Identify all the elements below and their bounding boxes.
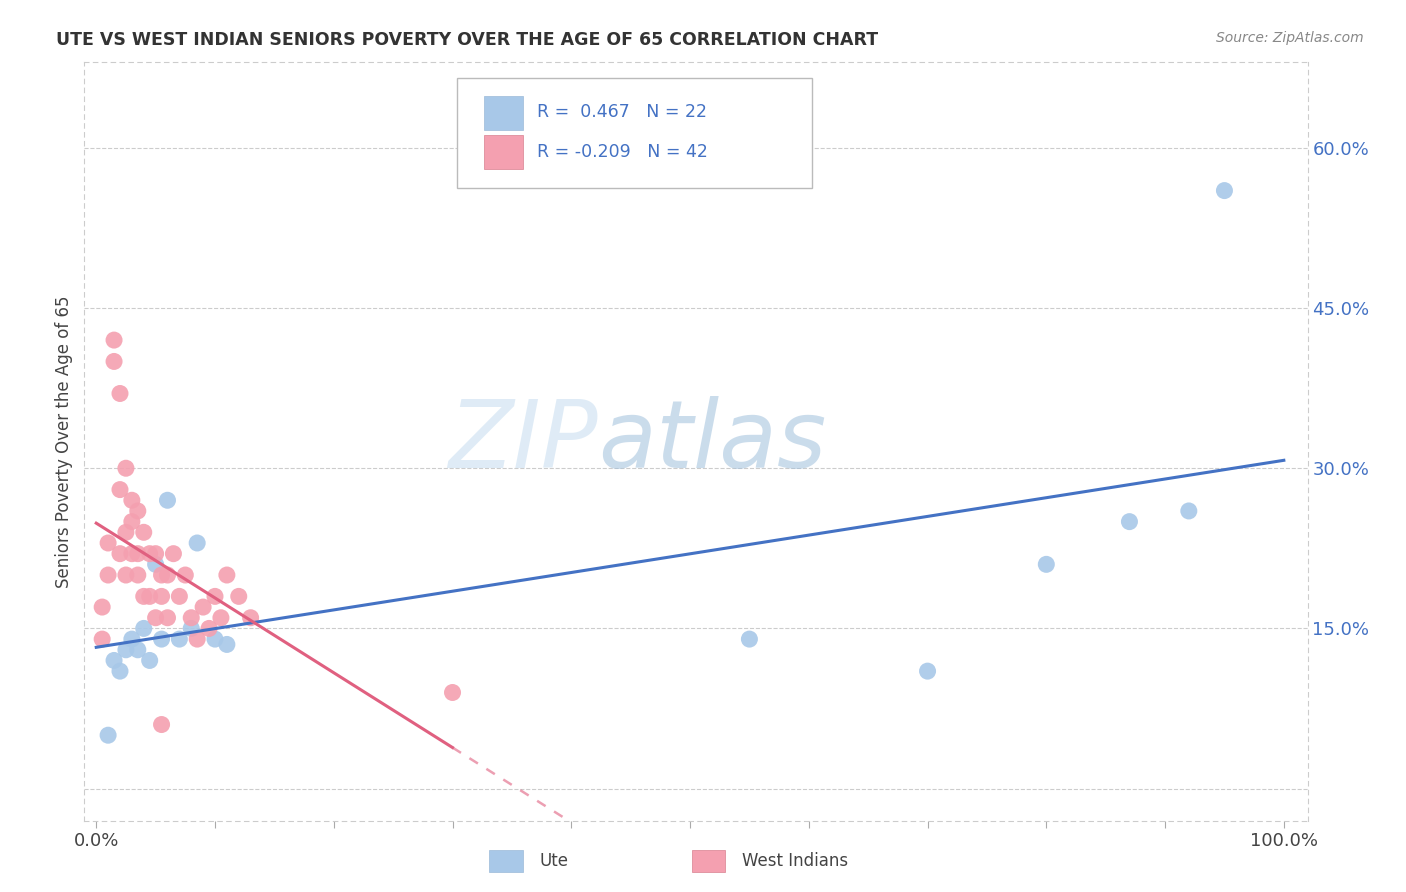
Point (145, 547, 167, 561)
Point (127, 568, 149, 582)
Point (156, 493, 179, 508)
Point (204, 590, 226, 604)
Point (108, 547, 131, 561)
Point (191, 600, 214, 615)
Point (1178, 504, 1201, 518)
Point (228, 590, 250, 604)
Point (138, 653, 160, 667)
Point (97, 536, 120, 550)
Point (97, 728, 120, 742)
Point (91, 632, 114, 646)
Text: R = -0.209   N = 42: R = -0.209 N = 42 (537, 143, 707, 161)
Point (97, 568, 120, 582)
Point (132, 622, 155, 636)
Text: Source: ZipAtlas.com: Source: ZipAtlas.com (1216, 31, 1364, 45)
Text: R =  0.467   N = 22: R = 0.467 N = 22 (537, 103, 707, 121)
Point (917, 664, 939, 678)
Point (169, 590, 191, 604)
Point (115, 568, 138, 582)
Text: Ute: Ute (540, 852, 569, 870)
Point (103, 653, 125, 667)
Point (127, 642, 149, 657)
Point (103, 354, 125, 368)
Point (121, 515, 143, 529)
Bar (489, 849, 523, 872)
Bar (692, 849, 725, 872)
Point (138, 547, 160, 561)
Point (215, 637, 238, 651)
Point (145, 611, 167, 625)
Point (108, 386, 131, 401)
Point (132, 525, 155, 540)
Point (132, 590, 155, 604)
Point (115, 642, 138, 657)
Point (738, 632, 761, 646)
Point (127, 504, 149, 518)
Point (150, 590, 173, 604)
Point (215, 568, 238, 582)
Text: UTE VS WEST INDIAN SENIORS POVERTY OVER THE AGE OF 65 CORRELATION CHART: UTE VS WEST INDIAN SENIORS POVERTY OVER … (56, 31, 879, 49)
Point (156, 611, 179, 625)
Point (186, 536, 208, 550)
Point (1213, 184, 1236, 198)
Point (239, 611, 262, 625)
Point (198, 622, 221, 636)
Bar (484, 136, 523, 169)
Point (162, 547, 184, 561)
FancyBboxPatch shape (457, 78, 813, 187)
Point (204, 632, 226, 646)
Point (138, 590, 160, 604)
Point (103, 333, 125, 347)
Point (156, 568, 179, 582)
Point (150, 568, 173, 582)
Point (91, 600, 114, 615)
Point (115, 461, 138, 475)
Point (180, 611, 202, 625)
Point (174, 568, 197, 582)
Point (121, 547, 143, 561)
Point (121, 632, 143, 646)
Bar (484, 95, 523, 130)
Point (169, 632, 191, 646)
Point (441, 685, 464, 699)
Point (115, 525, 138, 540)
Point (150, 717, 173, 731)
Point (121, 493, 143, 508)
Point (186, 632, 208, 646)
Point (145, 558, 167, 572)
Point (209, 611, 232, 625)
Y-axis label: Seniors Poverty Over the Age of 65: Seniors Poverty Over the Age of 65 (55, 295, 73, 588)
Text: ZIP: ZIP (449, 396, 598, 487)
Point (180, 622, 202, 636)
Text: West Indians: West Indians (742, 852, 848, 870)
Point (127, 547, 149, 561)
Point (108, 483, 131, 497)
Point (1118, 515, 1140, 529)
Point (1035, 558, 1057, 572)
Text: atlas: atlas (598, 396, 827, 487)
Point (150, 632, 173, 646)
Point (108, 664, 131, 678)
